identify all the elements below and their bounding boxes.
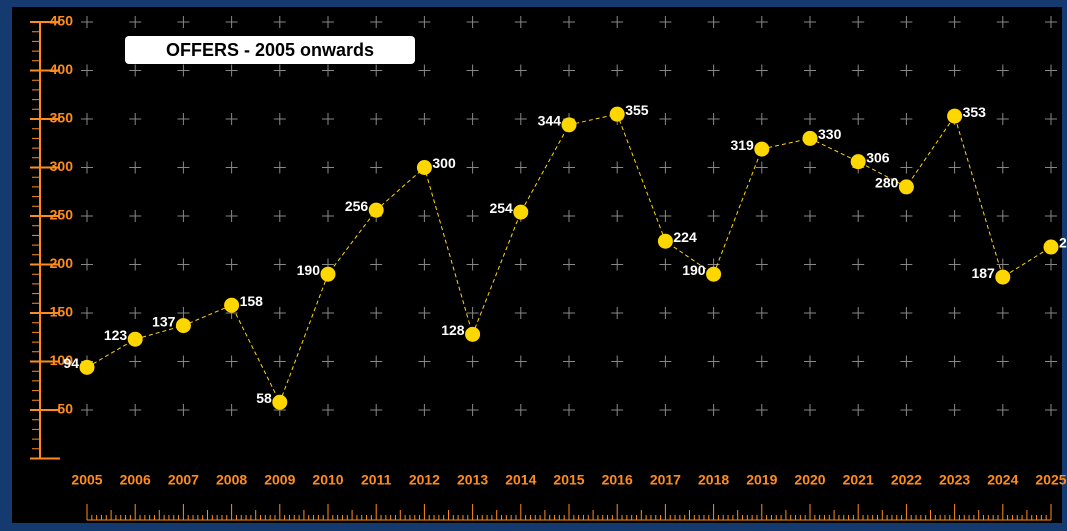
y-tick-label: 400 bbox=[50, 61, 74, 77]
y-tick-label: 450 bbox=[50, 13, 74, 29]
x-tick-label: 2021 bbox=[843, 472, 874, 488]
data-point bbox=[368, 202, 384, 218]
title-box bbox=[125, 36, 415, 64]
y-tick-label: 150 bbox=[50, 304, 74, 320]
data-point bbox=[465, 326, 481, 342]
data-point bbox=[513, 204, 529, 220]
data-label: 344 bbox=[538, 113, 562, 129]
data-label: 353 bbox=[963, 104, 987, 120]
data-label: 58 bbox=[256, 390, 272, 406]
data-label: 300 bbox=[432, 155, 456, 171]
data-label: 306 bbox=[866, 149, 890, 165]
grid-crosses bbox=[81, 16, 1057, 28]
data-point bbox=[947, 108, 963, 124]
grid-crosses bbox=[81, 258, 1057, 271]
data-label: 319 bbox=[730, 137, 754, 153]
x-tick-label: 2014 bbox=[505, 472, 536, 488]
data-point bbox=[657, 233, 673, 249]
data-label: 190 bbox=[297, 262, 321, 278]
data-label: 330 bbox=[818, 126, 842, 142]
data-point bbox=[561, 117, 577, 133]
x-tick-label: 2017 bbox=[650, 472, 681, 488]
y-tick-label: 100 bbox=[50, 352, 74, 368]
data-label: 187 bbox=[971, 265, 995, 281]
data-point bbox=[224, 297, 240, 313]
x-tick-label: 2019 bbox=[746, 472, 777, 488]
data-label: 137 bbox=[152, 313, 176, 329]
x-tick-label: 2008 bbox=[216, 472, 247, 488]
x-tick-label: 2025 bbox=[1035, 472, 1066, 488]
grid-crosses bbox=[81, 64, 1057, 77]
data-label: 256 bbox=[345, 198, 369, 214]
data-point bbox=[1043, 239, 1059, 255]
data-label: 94 bbox=[63, 355, 79, 371]
data-label: 355 bbox=[625, 102, 649, 118]
x-tick-label: 2018 bbox=[698, 472, 729, 488]
data-point bbox=[320, 266, 336, 282]
x-tick-label: 2011 bbox=[361, 472, 392, 488]
grid-crosses bbox=[81, 404, 1057, 416]
x-tick-label: 2009 bbox=[264, 472, 295, 488]
x-tick-label: 2023 bbox=[939, 472, 970, 488]
data-point bbox=[127, 331, 143, 347]
data-point bbox=[898, 179, 914, 195]
x-tick-label: 2010 bbox=[312, 472, 343, 488]
data-label: 224 bbox=[673, 229, 697, 245]
y-tick-label: 300 bbox=[50, 158, 74, 174]
data-point bbox=[272, 394, 288, 410]
data-label: 218 bbox=[1059, 235, 1067, 251]
data-label: 254 bbox=[489, 200, 513, 216]
data-point bbox=[995, 269, 1011, 285]
data-point bbox=[79, 359, 95, 375]
y-tick-label: 200 bbox=[50, 255, 74, 271]
data-label: 123 bbox=[104, 327, 128, 343]
data-label: 158 bbox=[240, 293, 264, 309]
x-tick-label: 2016 bbox=[602, 472, 633, 488]
data-point bbox=[175, 318, 191, 334]
x-tick-label: 2020 bbox=[794, 472, 825, 488]
x-tick-label: 2015 bbox=[553, 472, 584, 488]
chart-title: OFFERS - 2005 onwards bbox=[166, 40, 374, 60]
x-tick-label: 2013 bbox=[457, 472, 488, 488]
x-tick-label: 2007 bbox=[168, 472, 199, 488]
x-tick-label: 2024 bbox=[987, 472, 1018, 488]
x-tick-label: 2012 bbox=[409, 472, 440, 488]
data-point bbox=[850, 154, 866, 170]
data-point bbox=[754, 141, 770, 157]
data-point bbox=[609, 106, 625, 122]
x-tick-label: 2006 bbox=[120, 472, 151, 488]
data-point bbox=[706, 266, 722, 282]
data-point bbox=[416, 160, 432, 175]
data-label: 128 bbox=[441, 322, 465, 338]
x-tick-label: 2022 bbox=[891, 472, 922, 488]
y-tick-label: 250 bbox=[50, 207, 74, 223]
x-tick-label: 2005 bbox=[71, 472, 102, 488]
x-ruler bbox=[86, 504, 1052, 521]
y-tick-label: 350 bbox=[50, 110, 74, 126]
data-point bbox=[802, 130, 818, 146]
data-label: 280 bbox=[875, 175, 899, 191]
data-label: 190 bbox=[682, 262, 706, 278]
grid-crosses bbox=[81, 307, 1057, 319]
y-tick-label: 50 bbox=[57, 401, 73, 417]
